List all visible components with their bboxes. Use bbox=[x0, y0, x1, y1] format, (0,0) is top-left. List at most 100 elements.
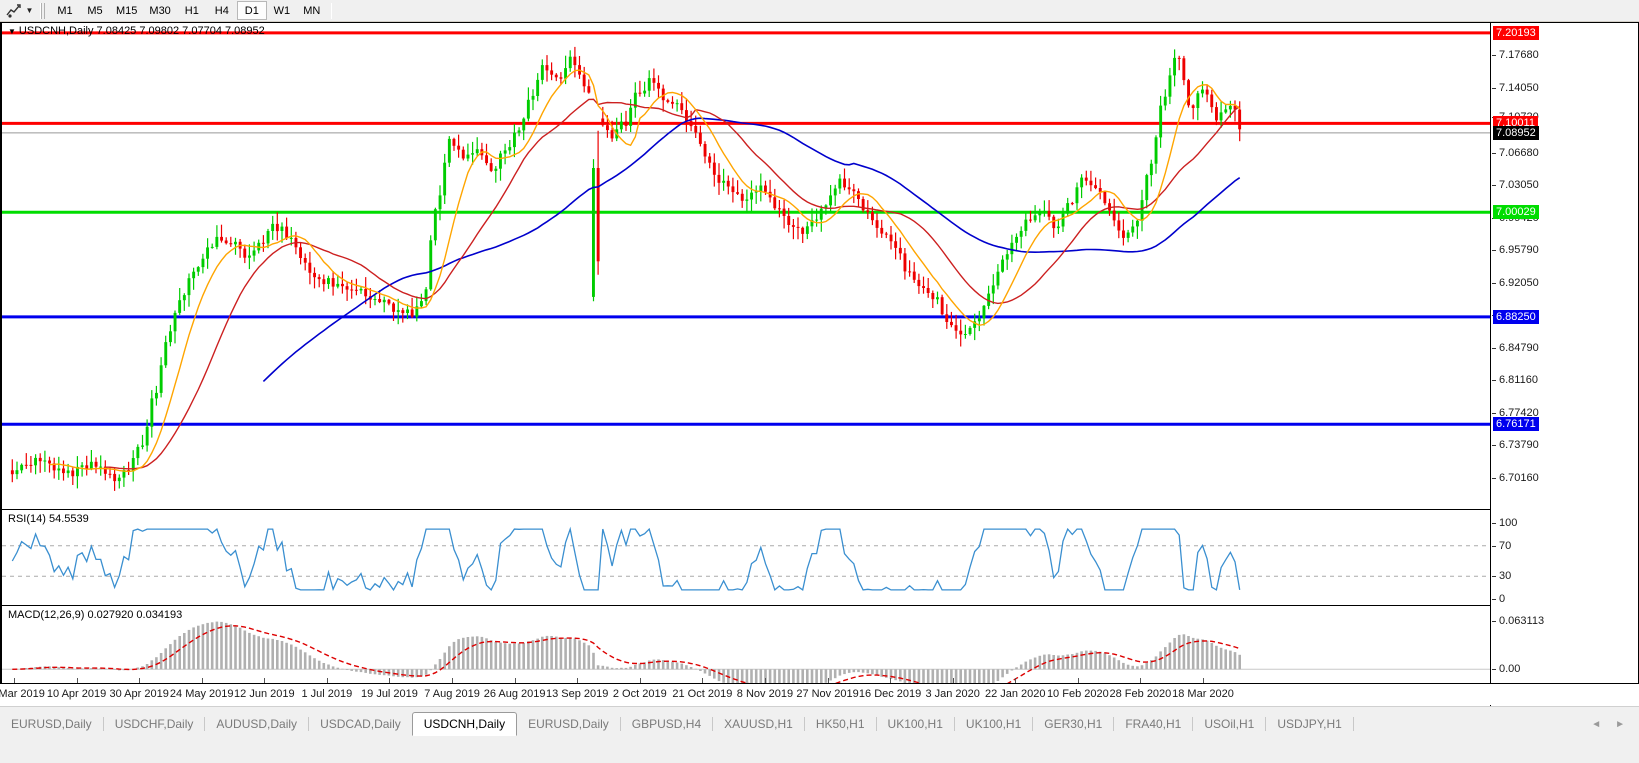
toolbar-drag-handle[interactable] bbox=[40, 2, 47, 19]
candle-body bbox=[261, 242, 265, 244]
tab-scroll-right-icon[interactable]: ► bbox=[1615, 718, 1625, 730]
time-tick-mark bbox=[264, 678, 266, 683]
candle-body bbox=[1094, 185, 1097, 189]
price-pane[interactable]: ▼ USDCNH,Daily 7.08425 7.09802 7.07704 7.… bbox=[2, 23, 1492, 510]
candle-body bbox=[838, 178, 842, 189]
candle-body bbox=[1098, 188, 1102, 192]
candle-body bbox=[80, 465, 84, 467]
candle-body bbox=[1117, 220, 1121, 231]
chart-tab-fra40-h1[interactable]: FRA40,H1 bbox=[1125, 717, 1182, 731]
time-tick-label: 24 May 2019 bbox=[169, 688, 234, 700]
price-level-label-last-price[interactable]: 7.08952 bbox=[1493, 125, 1539, 140]
time-tick-label: 2 Oct 2019 bbox=[612, 688, 667, 700]
candle-body bbox=[447, 138, 451, 163]
macd-tick-label: 0.00 bbox=[1491, 663, 1521, 676]
candle-body bbox=[1066, 203, 1070, 214]
time-tick-mark bbox=[702, 678, 704, 683]
chart-tab-xauusd-h1[interactable]: XAUUSD,H1 bbox=[724, 717, 793, 731]
timeframe-button-m1[interactable]: M1 bbox=[57, 4, 73, 17]
rsi-pane[interactable]: RSI(14) 54.5539 bbox=[2, 511, 1492, 606]
rsi-tick-label: 0 bbox=[1491, 593, 1506, 605]
chart-tab-bar: EURUSD,Daily USDCHF,Daily AUDUSD,Daily USDC… bbox=[0, 706, 1639, 763]
candle-body bbox=[912, 271, 916, 280]
candle-body bbox=[536, 79, 540, 96]
chart-tab-usdcad-daily[interactable]: USDCAD,Daily bbox=[320, 717, 401, 731]
price-tick-label: 6.81160 bbox=[1492, 373, 1538, 386]
candle-body bbox=[429, 240, 433, 290]
timeframe-button-w1[interactable]: W1 bbox=[273, 4, 291, 17]
time-tick-mark bbox=[1077, 678, 1079, 683]
candle-body bbox=[866, 210, 870, 213]
toolbar-dropdown-caret-icon[interactable]: ▼ bbox=[25, 6, 34, 15]
candle-body bbox=[117, 477, 121, 482]
chart-tab-uk100-h1[interactable]: UK100,H1 bbox=[965, 717, 1022, 731]
chart-tab-usdjpy-h1[interactable]: USDJPY,H1 bbox=[1277, 717, 1342, 731]
time-tick-mark bbox=[326, 678, 328, 683]
candle-body bbox=[108, 473, 112, 475]
tab-divider bbox=[102, 717, 104, 731]
chart-tools-icon[interactable] bbox=[3, 2, 23, 20]
candle-body bbox=[1140, 200, 1144, 221]
time-tick-mark bbox=[139, 678, 141, 683]
candle-body bbox=[671, 101, 674, 104]
chart-tab-ger30-h1[interactable]: GER30,H1 bbox=[1044, 717, 1103, 731]
chart-window[interactable]: ▼ USDCNH,Daily 7.08425 7.09802 7.07704 7.… bbox=[0, 22, 1639, 706]
candle-body bbox=[452, 138, 456, 146]
candle-body bbox=[494, 168, 498, 171]
candle-body bbox=[982, 305, 986, 319]
candle-body bbox=[206, 247, 209, 259]
chart-tab-hk50-h1[interactable]: HK50,H1 bbox=[815, 717, 865, 731]
symbol-caret-icon[interactable]: ▼ bbox=[8, 26, 16, 36]
price-level-label-pivot[interactable]: 7.00029 bbox=[1493, 205, 1539, 220]
candle-body bbox=[178, 300, 182, 313]
candle-body bbox=[661, 88, 665, 101]
chart-tab-audusd-daily[interactable]: AUDUSD,Daily bbox=[216, 717, 298, 731]
candle-body bbox=[89, 461, 93, 469]
tab-scroll-left-icon[interactable]: ◄ bbox=[1591, 718, 1602, 730]
candle-body bbox=[731, 186, 735, 193]
timeframe-button-h4[interactable]: H4 bbox=[214, 4, 229, 17]
candle-body bbox=[182, 295, 186, 301]
timeframe-button-m30[interactable]: M30 bbox=[149, 4, 171, 17]
macd-chart-canvas bbox=[2, 621, 1492, 696]
candle-body bbox=[1075, 187, 1079, 204]
time-tick-mark bbox=[827, 678, 829, 683]
tab-divider bbox=[1352, 717, 1354, 731]
price-tick-label: 6.73790 bbox=[1492, 439, 1539, 452]
candle-body bbox=[252, 250, 256, 256]
candle-body bbox=[145, 426, 149, 446]
time-tick-mark bbox=[452, 678, 454, 683]
candle-body bbox=[1080, 177, 1084, 188]
candle-body bbox=[712, 162, 716, 175]
timeframe-button-m15[interactable]: M15 bbox=[116, 4, 138, 17]
candle-body bbox=[805, 226, 809, 234]
chart-tab-usdcnh-daily[interactable]: USDCNH,Daily bbox=[411, 712, 518, 736]
candle-body bbox=[1061, 213, 1065, 227]
candle-body bbox=[341, 283, 344, 287]
chart-tab-uk100-h1[interactable]: UK100,H1 bbox=[887, 717, 943, 731]
chart-tab-usdchf-daily[interactable]: USDCHF,Daily bbox=[114, 717, 194, 731]
chart-tab-gbpusd-h4[interactable]: GBPUSD,H4 bbox=[631, 717, 702, 731]
chart-tab-eurusd-daily[interactable]: EURUSD,Daily bbox=[11, 717, 92, 731]
candle-body bbox=[1154, 137, 1158, 164]
candle-body bbox=[666, 100, 670, 102]
chart-tab-usoil-h1[interactable]: USOil,H1 bbox=[1204, 717, 1255, 731]
candle-body bbox=[303, 258, 307, 263]
time-tick-label: 30 Apr 2019 bbox=[109, 688, 169, 700]
price-level-label-support[interactable]: 6.88250 bbox=[1493, 309, 1539, 324]
price-scale[interactable]: 7.176807.140507.107207.066807.030506.994… bbox=[1490, 23, 1638, 706]
candle-body bbox=[950, 321, 953, 326]
chart-tab-eurusd-daily[interactable]: EURUSD,Daily bbox=[528, 717, 609, 731]
candle-body bbox=[1238, 109, 1242, 130]
candle-body bbox=[852, 189, 856, 192]
timeframe-button-h1[interactable]: H1 bbox=[184, 4, 199, 17]
timeframe-button-mn[interactable]: MN bbox=[303, 4, 321, 17]
price-level-label-support[interactable]: 6.76171 bbox=[1493, 417, 1539, 432]
candle-body bbox=[582, 74, 586, 87]
timeframe-button-m5[interactable]: M5 bbox=[87, 4, 103, 17]
timeframe-button-d1[interactable]: D1 bbox=[236, 1, 267, 20]
candle-body bbox=[1182, 58, 1186, 81]
price-level-label-resistance[interactable]: 7.20193 bbox=[1493, 25, 1539, 40]
candle-body bbox=[550, 70, 554, 75]
